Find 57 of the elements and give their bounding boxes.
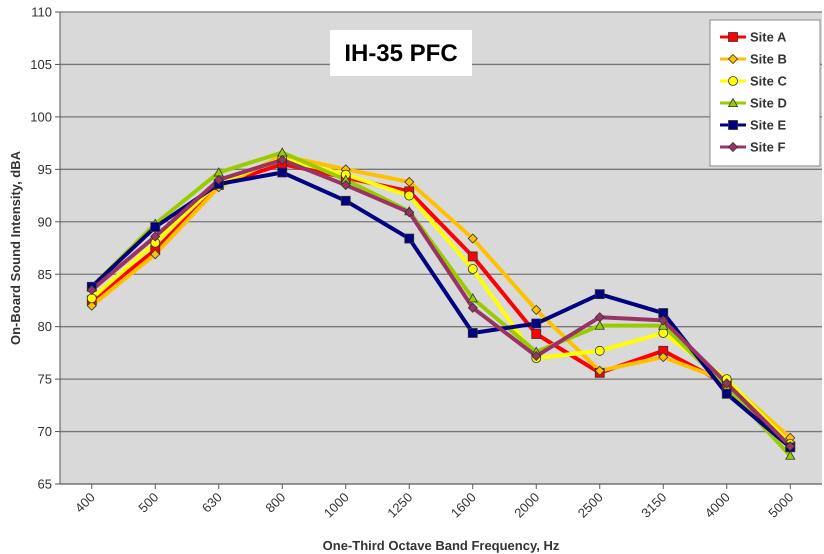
y-tick-label: 75 [38,372,52,387]
y-tick-label: 85 [38,266,52,282]
point [722,388,732,399]
point [658,315,668,326]
point [86,293,97,304]
point [468,328,478,338]
x-tick-label: 800 [262,490,288,516]
point [594,346,605,356]
point [150,249,160,260]
legend-label: Site E [750,118,786,133]
legend-label: Site C [750,74,788,89]
y-tick-label: 95 [38,162,52,177]
point [404,177,414,187]
point [214,168,224,176]
point [404,234,414,244]
x-tick-label: 400 [72,490,98,516]
y-tick-label: 100 [30,109,52,124]
point [658,352,668,362]
y-tick-label: 80 [38,319,52,334]
point [340,180,351,190]
point [340,196,351,206]
y-tick-label: 70 [38,424,52,440]
point [531,351,542,361]
legend-label: Site F [750,140,786,155]
point [594,312,605,322]
y-axis-title: On-Board Sound Intensity, dBA [8,150,23,346]
y-tick-label: 105 [30,56,52,72]
point [468,264,478,274]
point [277,168,288,178]
y-tick-label: 90 [38,214,52,230]
point [150,222,160,232]
point [531,329,542,339]
legend-label: Site D [750,96,787,111]
x-tick-label: 630 [198,490,225,516]
point [785,450,796,460]
point [468,302,478,313]
point [468,293,478,302]
point [531,318,542,328]
point [594,289,605,300]
point [468,251,478,262]
point [404,190,414,200]
point [86,285,97,295]
y-tick-label: 110 [31,4,52,20]
text: IH-35 PFC [344,40,458,67]
point [658,328,668,338]
point [594,320,605,330]
point [531,304,542,315]
point [214,174,224,185]
legend-label: Site A [750,30,787,45]
point [658,308,668,318]
legend-label: Site B [750,52,787,67]
y-tick-label: 65 [38,476,52,492]
point [468,234,478,244]
x-tick-label: 500 [135,490,162,516]
x-axis-title: One-Third Octave Band Frequency, Hz [322,538,560,553]
point [277,148,288,157]
point [150,232,160,242]
